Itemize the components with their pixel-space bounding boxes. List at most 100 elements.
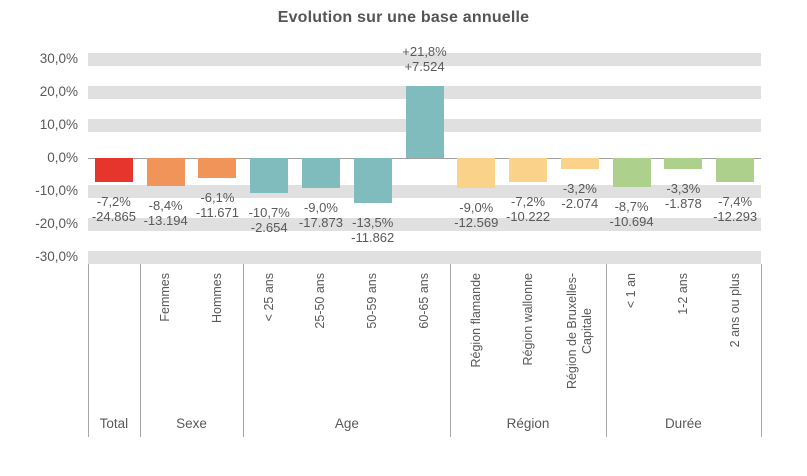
bar (509, 158, 548, 182)
category-label: Région wallonne (521, 273, 536, 365)
bar-value-label: -1.878 (664, 195, 702, 211)
bar-value-label: -2.654 (250, 220, 288, 236)
category-label-line: 25-50 ans (313, 273, 328, 329)
category-label: Région flamande (469, 273, 484, 368)
bar-percent-label: -6,1% (200, 190, 235, 206)
bar-data-label: -7,2% -10.222 (468, 194, 588, 224)
y-axis-tick-label: -10,0% (35, 183, 78, 198)
grid-band (88, 250, 761, 264)
group-label: Région (506, 416, 550, 431)
bar (664, 158, 703, 169)
group-divider (606, 264, 607, 437)
group-divider (88, 264, 89, 437)
bar (94, 158, 133, 182)
bar-percent-label: -9,0% (459, 199, 494, 215)
bar-value-label: -17.873 (298, 214, 343, 230)
group-divider (761, 264, 762, 437)
bar-value-label: -10.694 (609, 213, 654, 229)
y-axis-tick-label: 20,0% (39, 84, 78, 99)
category-label: 60-65 ans (417, 273, 432, 329)
category-label-line: Hommes (209, 273, 224, 324)
bar-percent-label: -7,2% (96, 193, 131, 209)
grid-band (88, 217, 761, 231)
bar-data-label: -9,0% -17.873 (261, 200, 381, 230)
zero-axis-line (88, 158, 761, 159)
bar-data-label: +21,8% +7.524 (365, 44, 485, 74)
bar (560, 158, 599, 169)
group-divider (450, 264, 451, 437)
category-label-line: Capitale (579, 308, 594, 354)
category-label: < 1 an (624, 273, 639, 308)
category-label-line: 50-59 ans (365, 273, 380, 329)
bar-value-label: -11.671 (195, 205, 239, 221)
bar-data-label: -8,4% -13.194 (106, 198, 226, 228)
category-label: Femmes (158, 273, 173, 322)
bar (198, 158, 237, 179)
grid-band (88, 52, 761, 66)
bar-value-label: -2.074 (561, 195, 599, 211)
bar (353, 158, 392, 203)
category-label-line: Femmes (158, 273, 173, 322)
category-label-line: 60-65 ans (417, 273, 431, 329)
bar-percent-label: -9,0% (303, 199, 338, 215)
y-axis-tick-label: -30,0% (35, 249, 78, 264)
y-axis-tick-label: 30,0% (39, 51, 78, 66)
bar (612, 158, 651, 187)
group-label: Durée (664, 416, 702, 431)
bar (716, 158, 755, 183)
bar-value-label: +7.524 (404, 59, 445, 75)
bar-percent-label: -3,2% (562, 180, 597, 196)
category-label-line: < 25 ans (261, 273, 276, 322)
bar-percent-label: -8,4% (148, 197, 183, 213)
bar-percent-label: -10,7% (248, 205, 290, 221)
bar-data-label: -3,2% -2.074 (520, 181, 640, 211)
y-axis-tick-label: 0,0% (47, 150, 78, 165)
bar-percent-label: -13,5% (352, 214, 394, 230)
bar-percent-label: -7,4% (718, 194, 753, 210)
bar-percent-label: -8,7% (614, 198, 649, 214)
bar-data-label: -7,4% -12.293 (675, 194, 795, 224)
y-axis-tick-label: 10,0% (39, 117, 78, 132)
bar-data-label: -10,7% -2.654 (209, 205, 329, 235)
category-label: < 25 ans (262, 273, 277, 321)
category-label-line: < 1 an (624, 273, 639, 309)
bar-value-label: -12.293 (713, 209, 758, 225)
bar-data-label: -8,7% -10.694 (572, 199, 692, 229)
bar-percent-label: -7,2% (511, 193, 546, 209)
bar-data-label: -6,1% -11.671 (157, 190, 277, 220)
bar-value-label: -13.194 (143, 212, 188, 228)
y-axis-tick-label: -20,0% (35, 216, 78, 231)
category-label: Hommes (210, 273, 225, 323)
bar (457, 158, 496, 188)
bar-data-label: -7,2% -24.865 (54, 194, 174, 224)
group-label: Total (99, 416, 129, 431)
bar-percent-label: +21,8% (402, 44, 447, 60)
group-label: Sexe (176, 416, 207, 431)
bar-value-label: -11.862 (351, 229, 395, 245)
category-label: 2 ans ou plus (728, 273, 743, 347)
category-label-line: Région flamande (468, 273, 483, 368)
bar-data-label: -9,0% -12.569 (416, 200, 536, 230)
category-label-line: 1-2 ans (675, 273, 690, 315)
category-label-line: Région wallonne (520, 273, 535, 366)
category-label: Région de Bruxelles- Capitale (565, 273, 595, 389)
group-label: Age (334, 416, 359, 431)
bar-percent-label: -3,3% (666, 180, 701, 196)
bar (250, 158, 289, 194)
category-label: 1-2 ans (676, 273, 691, 315)
category-label: 25-50 ans (313, 273, 328, 329)
bar (405, 86, 444, 158)
chart-title: Evolution sur une base annuelle (277, 9, 530, 26)
bar (301, 158, 340, 188)
bar-value-label: -10.222 (505, 208, 551, 224)
bar-value-label: -24.865 (91, 208, 136, 224)
bar-value-label: -12.569 (454, 214, 499, 230)
bar-data-label: -3,3% -1.878 (623, 181, 743, 211)
category-label-line: Région de Bruxelles- (564, 273, 579, 390)
group-divider (243, 264, 244, 437)
category-label: 50-59 ans (365, 273, 380, 329)
bar (146, 158, 185, 186)
category-label-line: 2 ans ou plus (727, 273, 742, 348)
bar-data-label: -13,5% -11.862 (313, 215, 433, 245)
